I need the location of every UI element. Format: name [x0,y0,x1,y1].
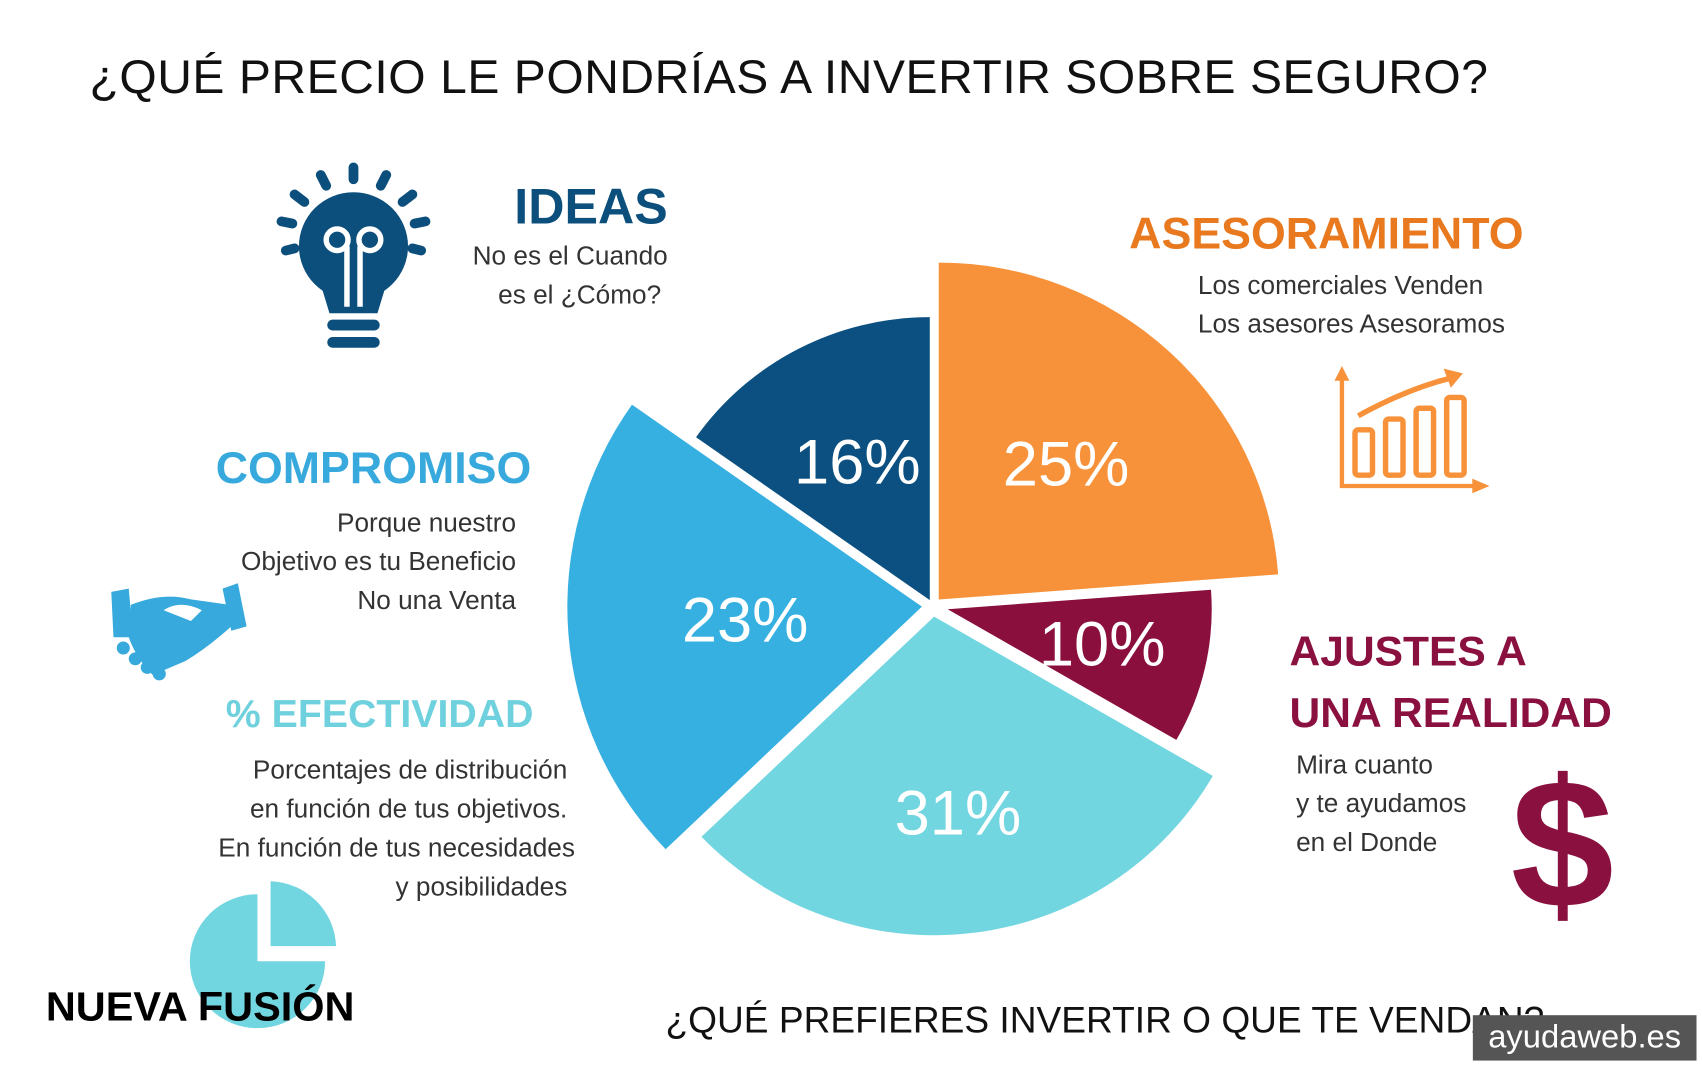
ajustes-text: Mira cuanto y te ayudamos en el Donde [1296,746,1466,863]
text-line: en función de tus objetivos. [249,794,568,825]
footer-question: ¿QUÉ PREFIERES INVERTIR O QUE TE VENDAN? [665,1000,1545,1042]
text-line: No una Venta [357,586,517,616]
text-line: Mira cuanto [1296,750,1433,780]
brand-name: NUEVA FUSIÓN [45,984,355,1031]
efectividad-text: Porcentajes de distribución en función d… [218,752,575,908]
watermark: ayudaweb.es [1472,1015,1697,1061]
text-line: Los comerciales Venden [1197,271,1484,301]
pie-slice--efectividad [701,616,1213,936]
pie-label: 31% [895,779,1022,849]
ajustes-heading-line2: UNA REALIDAD [1289,690,1612,737]
compromiso-heading: COMPROMISO [215,442,532,493]
text-line: Porque nuestro [336,508,517,538]
text-line: En función de tus necesidades [218,833,575,863]
asesoramiento-heading: ASESORAMIENTO [1129,208,1524,259]
pie-slice-asesoramiento [938,262,1279,600]
text-line: es el ¿Cómo? [498,280,662,310]
text-line: y te ayudamos [1296,789,1467,819]
ideas-heading: IDEAS [514,178,668,235]
page-title: ¿QUÉ PRECIO LE PONDRÍAS A INVERTIR SOBRE… [89,50,1489,104]
pie-label: 25% [1003,430,1130,500]
pie-label: 23% [682,586,809,656]
efectividad-heading: % EFECTIVIDAD [225,691,534,736]
text-line: Porcentajes de distribución [252,756,568,786]
asesoramiento-text: Los comerciales Venden Los asesores Ases… [1198,267,1505,345]
ideas-text: No es el Cuando es el ¿Cómo? [473,238,668,316]
pie-label: 16% [794,428,921,498]
text-line: No es el Cuando [472,241,668,272]
text-line: Objetivo es tu Beneficio [240,547,517,577]
pie-slice-compromiso [567,404,922,850]
compromiso-text: Porque nuestro Objetivo es tu Beneficio … [241,504,516,621]
pie-slice-ideas [696,317,930,601]
pie-label: 10% [1039,610,1166,680]
text-line: en el Donde [1296,828,1438,858]
ajustes-heading-line1: AJUSTES A [1289,628,1527,675]
text-line: Los asesores Asesoramos [1197,309,1506,340]
text-line: y posibilidades [395,872,568,902]
pie-slice-ajustes-a-una-realidad [947,589,1212,740]
